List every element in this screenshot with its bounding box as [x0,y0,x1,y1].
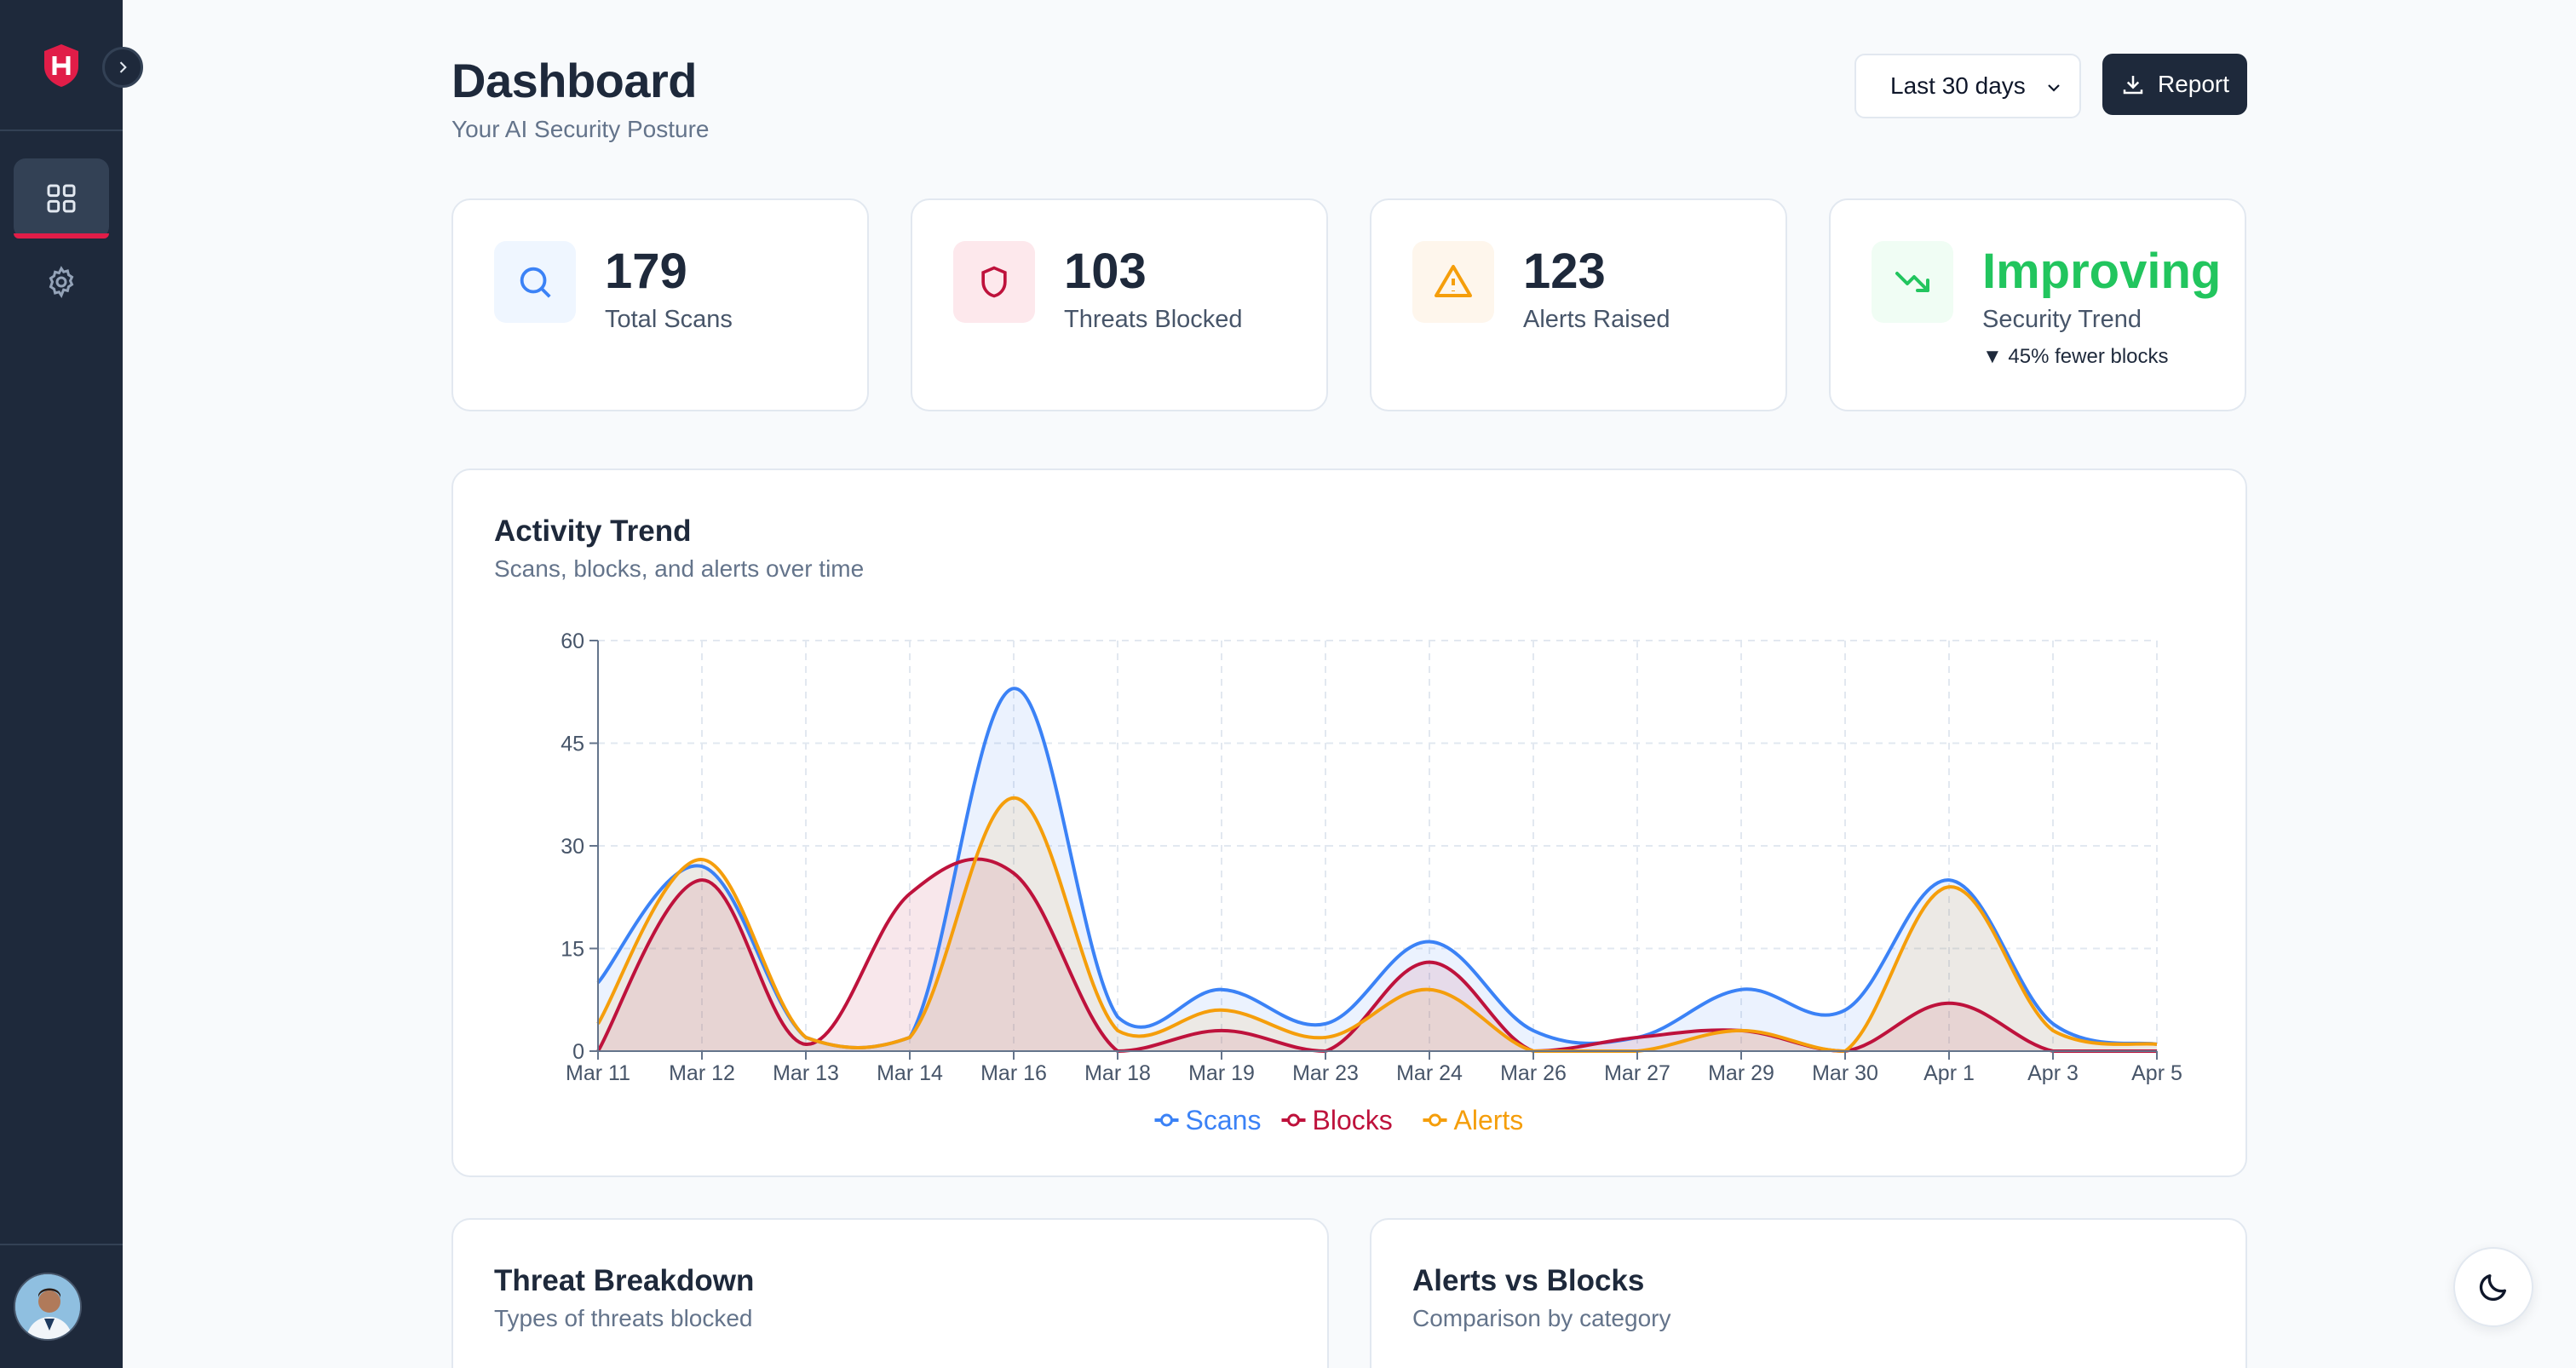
legend-item-scans: Scans [1154,1105,1262,1135]
stat-card-total-scans: 179 Total Scans [451,198,869,411]
warning-icon [1412,241,1494,323]
card-subtitle: Comparison by category [1412,1305,1671,1331]
activity-trend-card: Activity Trend Scans, blocks, and alerts… [451,468,2247,1177]
x-tick-label: Mar 23 [1292,1061,1359,1085]
sidebar-divider [0,1244,123,1245]
download-icon [2123,76,2143,95]
trend-detail: ▼ 45% fewer blocks [1982,345,2169,368]
sidebar-divider [0,129,123,131]
y-tick-label: 30 [561,835,584,859]
x-tick-label: Mar 24 [1396,1061,1463,1085]
x-tick-label: Mar 13 [773,1061,839,1085]
y-tick-label: 60 [561,629,584,653]
page-title: Dashboard [451,54,698,107]
report-button[interactable]: Report [2102,54,2247,115]
x-tick-label: Mar 11 [566,1061,630,1085]
legend-marker [1160,1113,1173,1127]
legend-item-blocks: Blocks [1281,1105,1393,1135]
x-tick-label: Mar 16 [980,1061,1047,1085]
legend-label: Scans [1186,1105,1262,1135]
sidebar [0,0,123,1368]
x-tick-label: Apr 1 [1923,1061,1975,1085]
grid-icon [47,184,76,213]
moon-icon [2479,1274,2506,1302]
report-label: Report [2157,71,2230,97]
x-tick-label: Mar 26 [1500,1061,1567,1085]
x-tick-label: Mar 14 [877,1061,943,1085]
stat-value: 179 [605,244,687,299]
x-tick-label: Mar 18 [1084,1061,1151,1085]
stat-label: Security Trend [1982,306,2142,333]
date-range-value: Last 30 days [1890,72,2026,99]
x-tick-label: Apr 5 [2131,1061,2182,1085]
stat-label: Total Scans [605,306,733,333]
activity-chart: 0 15 30 45 60 Mar 11 Mar 12 Mar 13 Mar 14 Mar 16 M… [561,629,2182,1135]
chevron-right-icon [119,61,127,73]
chevron-down-icon [2048,84,2060,92]
x-tick-label: Mar 27 [1604,1061,1670,1085]
legend-item-alerts: Alerts [1423,1105,1524,1135]
stat-card-threats-blocked: 103 Threats Blocked [911,198,1328,411]
legend-label: Blocks [1313,1105,1393,1135]
page-subtitle: Your AI Security Posture [451,116,710,142]
stat-value: Improving [1982,244,2222,299]
stat-label: Threats Blocked [1064,306,1243,333]
avatar[interactable] [14,1273,82,1341]
y-tick-label: 45 [561,733,584,756]
stat-label: Alerts Raised [1523,306,1670,333]
card-subtitle: Scans, blocks, and alerts over time [494,555,865,582]
stat-card-security-trend: Improving Security Trend ▼ 45% fewer blo… [1829,198,2246,411]
stat-value: 123 [1523,244,1606,299]
sidebar-item-dashboard[interactable] [14,158,109,239]
search-icon [494,241,576,323]
trending-down-icon [1872,241,1953,323]
card-title: Alerts vs Blocks [1412,1264,1645,1297]
series-line-alerts [596,796,2158,1053]
y-tick-label: 0 [572,1040,584,1064]
threat-breakdown-card: Threat Breakdown Types of threats blocke… [451,1218,1329,1368]
x-tick-label: Mar 29 [1708,1061,1774,1085]
x-tick-label: Mar 19 [1188,1061,1255,1085]
y-tick-label: 15 [561,938,584,962]
gear-icon [49,266,74,299]
x-tick-label: Mar 12 [669,1061,735,1085]
legend-label: Alerts [1454,1105,1524,1135]
x-tick-label: Mar 30 [1812,1061,1878,1085]
stat-card-alerts-raised: 123 Alerts Raised [1370,198,1787,411]
date-range-select[interactable]: Last 30 days [1854,54,2081,118]
legend-marker [1287,1113,1300,1127]
card-title: Threat Breakdown [494,1264,755,1297]
theme-toggle-button[interactable] [2453,1247,2533,1327]
alerts-vs-blocks-card: Alerts vs Blocks Comparison by category [1370,1218,2247,1368]
legend-marker [1429,1113,1441,1127]
series-area-scans [598,688,2157,1051]
sidebar-item-settings[interactable] [14,252,109,312]
x-tick-label: Apr 3 [2027,1061,2079,1085]
series-area-blocks [598,859,2157,1051]
logo-icon[interactable] [41,43,82,89]
card-title: Activity Trend [494,514,692,548]
shield-icon [953,241,1035,323]
sidebar-toggle-button[interactable] [102,47,143,88]
card-subtitle: Types of threats blocked [494,1305,753,1331]
stat-value: 103 [1064,244,1147,299]
